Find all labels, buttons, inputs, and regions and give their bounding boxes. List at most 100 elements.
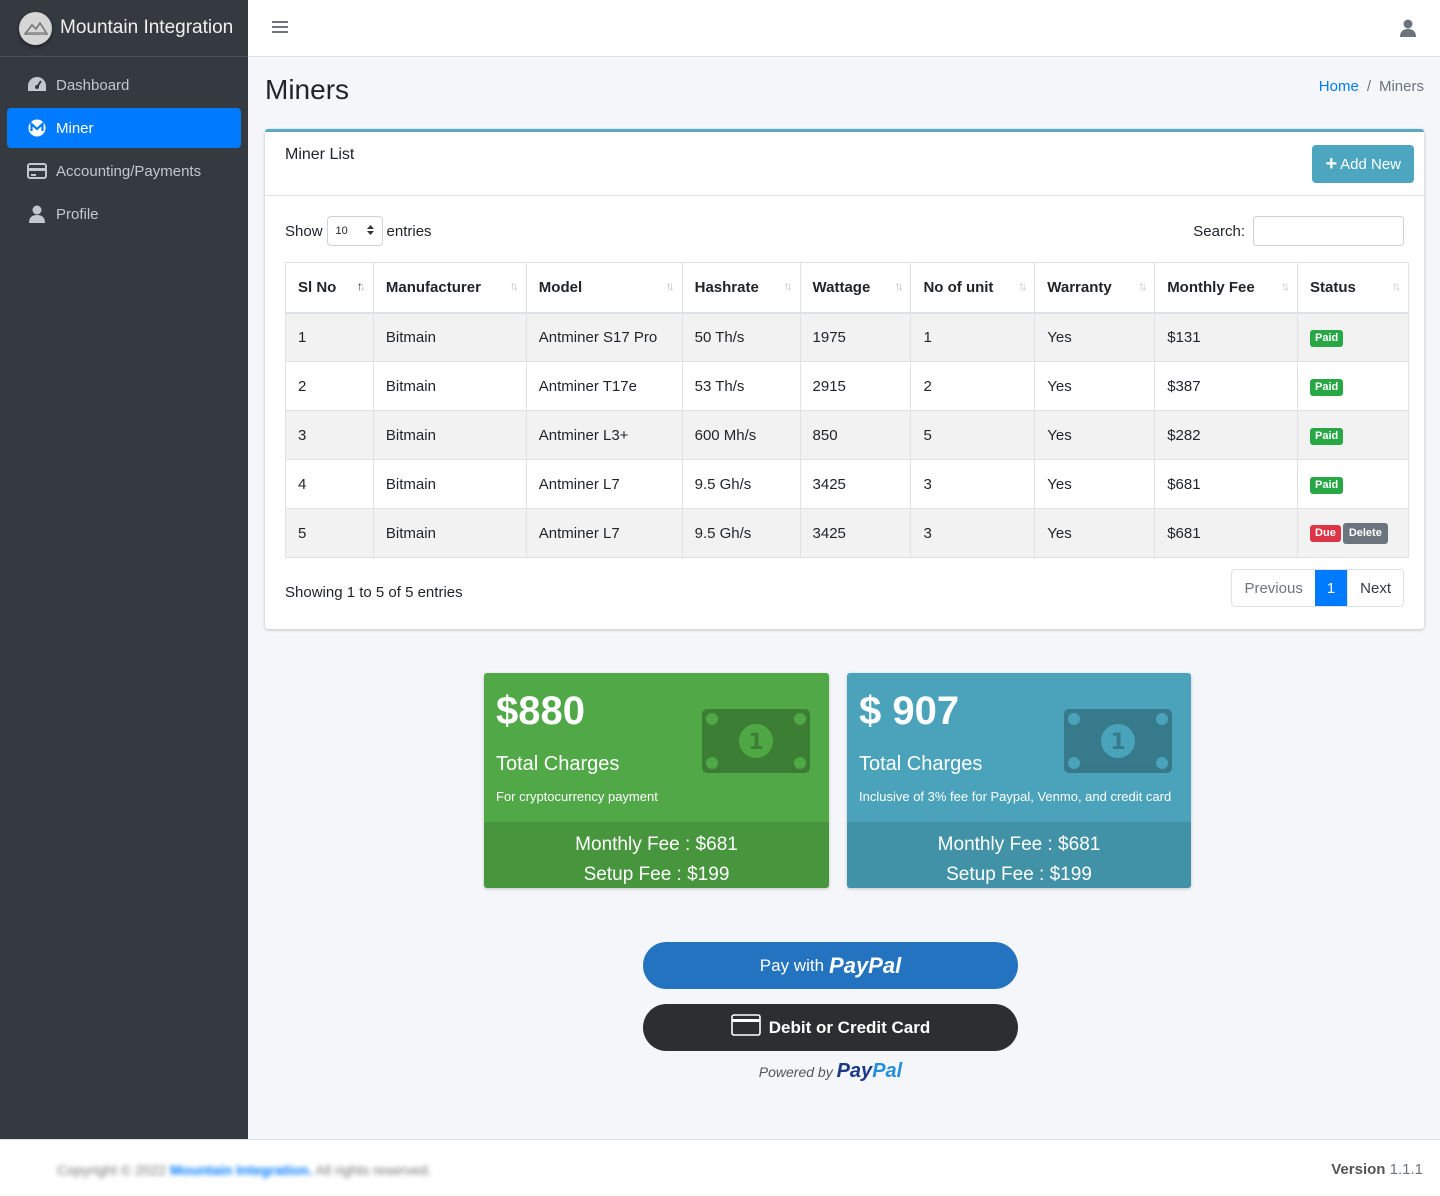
- card-button-label: Debit or Credit Card: [768, 1017, 931, 1037]
- copyright-brand-link[interactable]: Mountain Integration.: [170, 1162, 313, 1178]
- cell-warranty: Yes: [1034, 459, 1156, 509]
- sidebar-item-profile[interactable]: Profile: [7, 194, 241, 234]
- cell-sl-no: 3: [285, 410, 374, 460]
- cell-units: 3: [910, 459, 1036, 509]
- status-badge-paid: Paid: [1310, 378, 1344, 396]
- hamburger-menu-icon[interactable]: [272, 20, 288, 39]
- search-input[interactable]: [1253, 216, 1404, 246]
- column-header-warranty[interactable]: Warranty ↑↓: [1034, 262, 1156, 314]
- svg-text:1: 1: [748, 730, 763, 755]
- cell-units: 3: [910, 508, 1036, 558]
- table-row: 1 Bitmain Antminer S17 Pro 50 Th/s 1975 …: [285, 312, 1409, 362]
- select-arrows-icon: [366, 224, 374, 238]
- pagination-page-1[interactable]: 1: [1314, 570, 1348, 606]
- user-menu-icon[interactable]: [1400, 19, 1416, 42]
- sidebar-nav: Dashboard Miner Accounting/Payments Prof…: [0, 57, 248, 245]
- cell-warranty: Yes: [1034, 361, 1156, 411]
- cell-monthly-fee: $681: [1154, 508, 1299, 558]
- brand-link[interactable]: Mountain Integration: [0, 0, 248, 57]
- table-header-row: Sl No ↑↓ Manufacturer ↑↓ Model ↑↓ Hashrate ↑…: [285, 262, 1409, 314]
- crypto-total-box: $880 Total Charges For cryptocurrency pa…: [484, 673, 829, 888]
- cell-manufacturer: Bitmain: [372, 508, 527, 558]
- total-subtext: For cryptocurrency payment: [496, 789, 658, 804]
- column-header-no-of-unit[interactable]: No of unit ↑↓: [910, 262, 1036, 314]
- total-amount: $880: [496, 689, 585, 733]
- cell-status: Paid: [1297, 459, 1409, 509]
- page-footer: Copyright © 2022 Mountain Integration. A…: [0, 1139, 1440, 1196]
- entries-label: entries: [386, 222, 432, 240]
- money-bill-icon: 1: [1064, 709, 1172, 778]
- cell-model: Antminer S17 Pro: [525, 312, 683, 362]
- cell-wattage: 3425: [799, 508, 912, 558]
- tachometer-icon: [26, 76, 48, 94]
- box-footer: Monthly Fee : $681 Setup Fee : $199: [847, 822, 1191, 888]
- cell-model: Antminer L7: [525, 459, 683, 509]
- powered-by-paypal: Powered by PayPal: [643, 1060, 1018, 1083]
- total-amount: $ 907: [859, 689, 960, 733]
- cell-hashrate: 9.5 Gh/s: [681, 508, 801, 558]
- column-header-hashrate[interactable]: Hashrate ↑↓: [681, 262, 801, 314]
- paypal-button[interactable]: Pay with PayPal: [643, 942, 1018, 989]
- column-header-monthly-fee[interactable]: Monthly Fee ↑↓: [1154, 262, 1299, 314]
- sidebar-item-miner[interactable]: Miner: [7, 108, 241, 148]
- status-badge-paid: Paid: [1310, 427, 1344, 445]
- brand-name: Mountain Integration: [60, 17, 234, 38]
- cell-sl-no: 1: [285, 312, 374, 362]
- add-new-label: Add New: [1340, 155, 1401, 173]
- card-header: Miner List + Add New: [265, 132, 1424, 196]
- debit-credit-card-button[interactable]: Debit or Credit Card: [643, 1004, 1018, 1051]
- sort-ascending-icon: ↑↓: [356, 279, 366, 293]
- sidebar-item-label: Dashboard: [56, 76, 130, 94]
- cell-status: Paid: [1297, 312, 1409, 362]
- plus-icon: +: [1325, 153, 1338, 175]
- cell-manufacturer: Bitmain: [372, 410, 527, 460]
- show-label: Show: [285, 222, 323, 240]
- paypal-wordmark: PayPal: [829, 952, 902, 978]
- cell-status: Paid: [1297, 410, 1409, 460]
- money-bill-icon: 1: [702, 709, 810, 778]
- sidebar-item-label: Accounting/Payments: [56, 162, 202, 180]
- delete-button[interactable]: Delete: [1342, 522, 1388, 544]
- total-subtext: Inclusive of 3% fee for Paypal, Venmo, a…: [859, 789, 1172, 804]
- cell-units: 2: [910, 361, 1036, 411]
- cell-hashrate: 9.5 Gh/s: [681, 459, 801, 509]
- table-search: Search:: [1193, 216, 1404, 246]
- card-title: Miner List: [285, 146, 355, 163]
- mountain-logo-icon: [19, 11, 52, 45]
- cell-model: Antminer L3+: [525, 410, 683, 460]
- sidebar-item-dashboard[interactable]: Dashboard: [7, 65, 241, 105]
- cell-hashrate: 50 Th/s: [681, 312, 801, 362]
- sort-icon: ↑↓: [1392, 279, 1401, 293]
- sort-icon: ↑↓: [894, 279, 903, 293]
- table-row: 5 Bitmain Antminer L7 9.5 Gh/s 3425 3 Ye…: [285, 508, 1409, 558]
- sidebar-item-label: Miner: [56, 119, 94, 137]
- table-info: Showing 1 to 5 of 5 entries: [285, 584, 463, 601]
- version-info: Version 1.1.1: [1331, 1161, 1423, 1178]
- sidebar-item-accounting[interactable]: Accounting/Payments: [7, 151, 241, 191]
- svg-text:1: 1: [1110, 730, 1125, 755]
- page-length-select[interactable]: 10: [326, 216, 383, 246]
- column-header-status[interactable]: Status ↑↓: [1297, 262, 1409, 314]
- cell-monthly-fee: $282: [1154, 410, 1299, 460]
- cell-monthly-fee: $681: [1154, 459, 1299, 509]
- cell-wattage: 1975: [799, 312, 912, 362]
- cell-model: Antminer L7: [525, 508, 683, 558]
- pagination-previous[interactable]: Previous: [1244, 579, 1303, 597]
- breadcrumb-separator: /: [1366, 78, 1371, 95]
- breadcrumb-home-link[interactable]: Home: [1318, 78, 1359, 95]
- cell-sl-no: 2: [285, 361, 374, 411]
- sort-icon: ↑↓: [783, 279, 793, 293]
- cell-warranty: Yes: [1034, 410, 1156, 460]
- pagination-next[interactable]: Next: [1347, 570, 1403, 606]
- add-new-button[interactable]: + Add New: [1312, 145, 1414, 183]
- column-header-manufacturer[interactable]: Manufacturer ↑↓: [372, 262, 527, 314]
- column-header-wattage[interactable]: Wattage ↑↓: [799, 262, 912, 314]
- setup-fee-text: Setup Fee : $199: [946, 864, 1092, 885]
- column-header-sl-no[interactable]: Sl No ↑↓: [285, 262, 374, 314]
- total-label: Total Charges: [859, 753, 983, 775]
- column-header-model[interactable]: Model ↑↓: [525, 262, 683, 314]
- sort-icon: ↑↓: [509, 279, 519, 293]
- sidebar: Mountain Integration Dashboard Miner Acc…: [0, 0, 248, 1139]
- paypal-logo: PayPal: [836, 1060, 903, 1082]
- page-length-value: 10: [335, 225, 348, 237]
